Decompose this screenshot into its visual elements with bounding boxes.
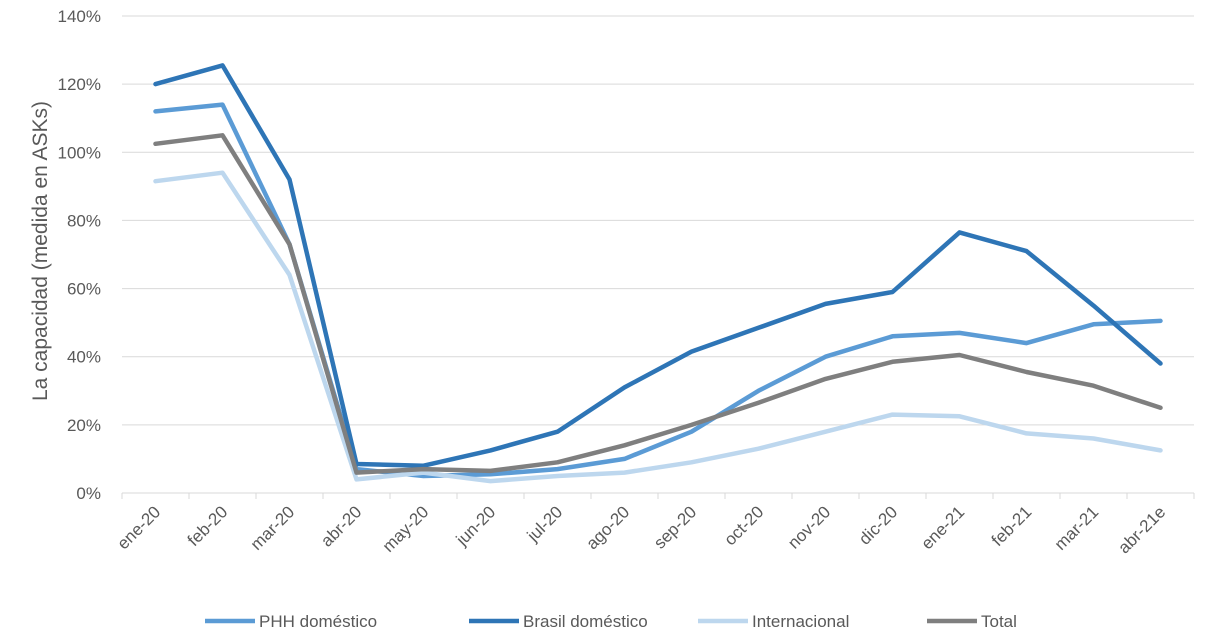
x-tick-label: may-20 — [379, 502, 433, 556]
x-tick-label: nov-20 — [784, 502, 834, 552]
y-tick-label: 40% — [67, 348, 101, 367]
x-tick-label: ene-21 — [917, 502, 968, 553]
y-tick-label: 120% — [58, 75, 101, 94]
gridlines — [122, 15, 1194, 426]
legend-label: Total — [981, 612, 1017, 631]
x-axis-ticks: ene-20 feb-20 mar-20 abr-20 may-20 jun-20 jul-… — [113, 502, 1169, 557]
x-tick-label: ene-20 — [113, 502, 164, 553]
y-tick-label: 0% — [76, 484, 101, 503]
legend: PHH doméstico Brasil doméstico Internacion… — [205, 612, 1017, 631]
x-tick-label: mar-21 — [1051, 502, 1103, 554]
x-tick-label: ago-20 — [582, 502, 633, 553]
series-line-3 — [153, 133, 1163, 475]
y-tick-label: 140% — [58, 7, 101, 26]
y-tick-label: 80% — [67, 211, 101, 230]
x-tick-label: abr-21e — [1114, 502, 1169, 557]
legend-label: Internacional — [752, 612, 849, 631]
y-axis-ticks: 0% 20% 40% 60% 80% 100% 120% 140% — [58, 7, 101, 503]
x-tick-label: jul-20 — [523, 502, 567, 546]
series-lines — [153, 63, 1163, 484]
legend-label: Brasil doméstico — [523, 612, 648, 631]
x-tick-label: dic-20 — [855, 502, 901, 548]
y-tick-label: 20% — [67, 416, 101, 435]
x-tick-label: feb-21 — [988, 502, 1036, 550]
x-tick-label: abr-20 — [317, 502, 365, 550]
x-tick-label: feb-20 — [184, 502, 232, 550]
legend-label: PHH doméstico — [259, 612, 377, 631]
x-tick-label: oct-20 — [720, 502, 767, 549]
y-axis-label: La capacidad (medida en ASKs) — [29, 101, 52, 401]
series-line-2 — [153, 170, 1163, 484]
x-axis — [121, 492, 1195, 499]
y-tick-label: 100% — [58, 143, 101, 162]
x-tick-label: sep-20 — [650, 502, 700, 552]
x-tick-label: mar-20 — [247, 502, 299, 554]
y-tick-label: 60% — [67, 280, 101, 299]
series-line-0 — [153, 102, 1163, 479]
x-tick-label: jun-20 — [452, 502, 500, 550]
series-line-1 — [153, 63, 1163, 468]
